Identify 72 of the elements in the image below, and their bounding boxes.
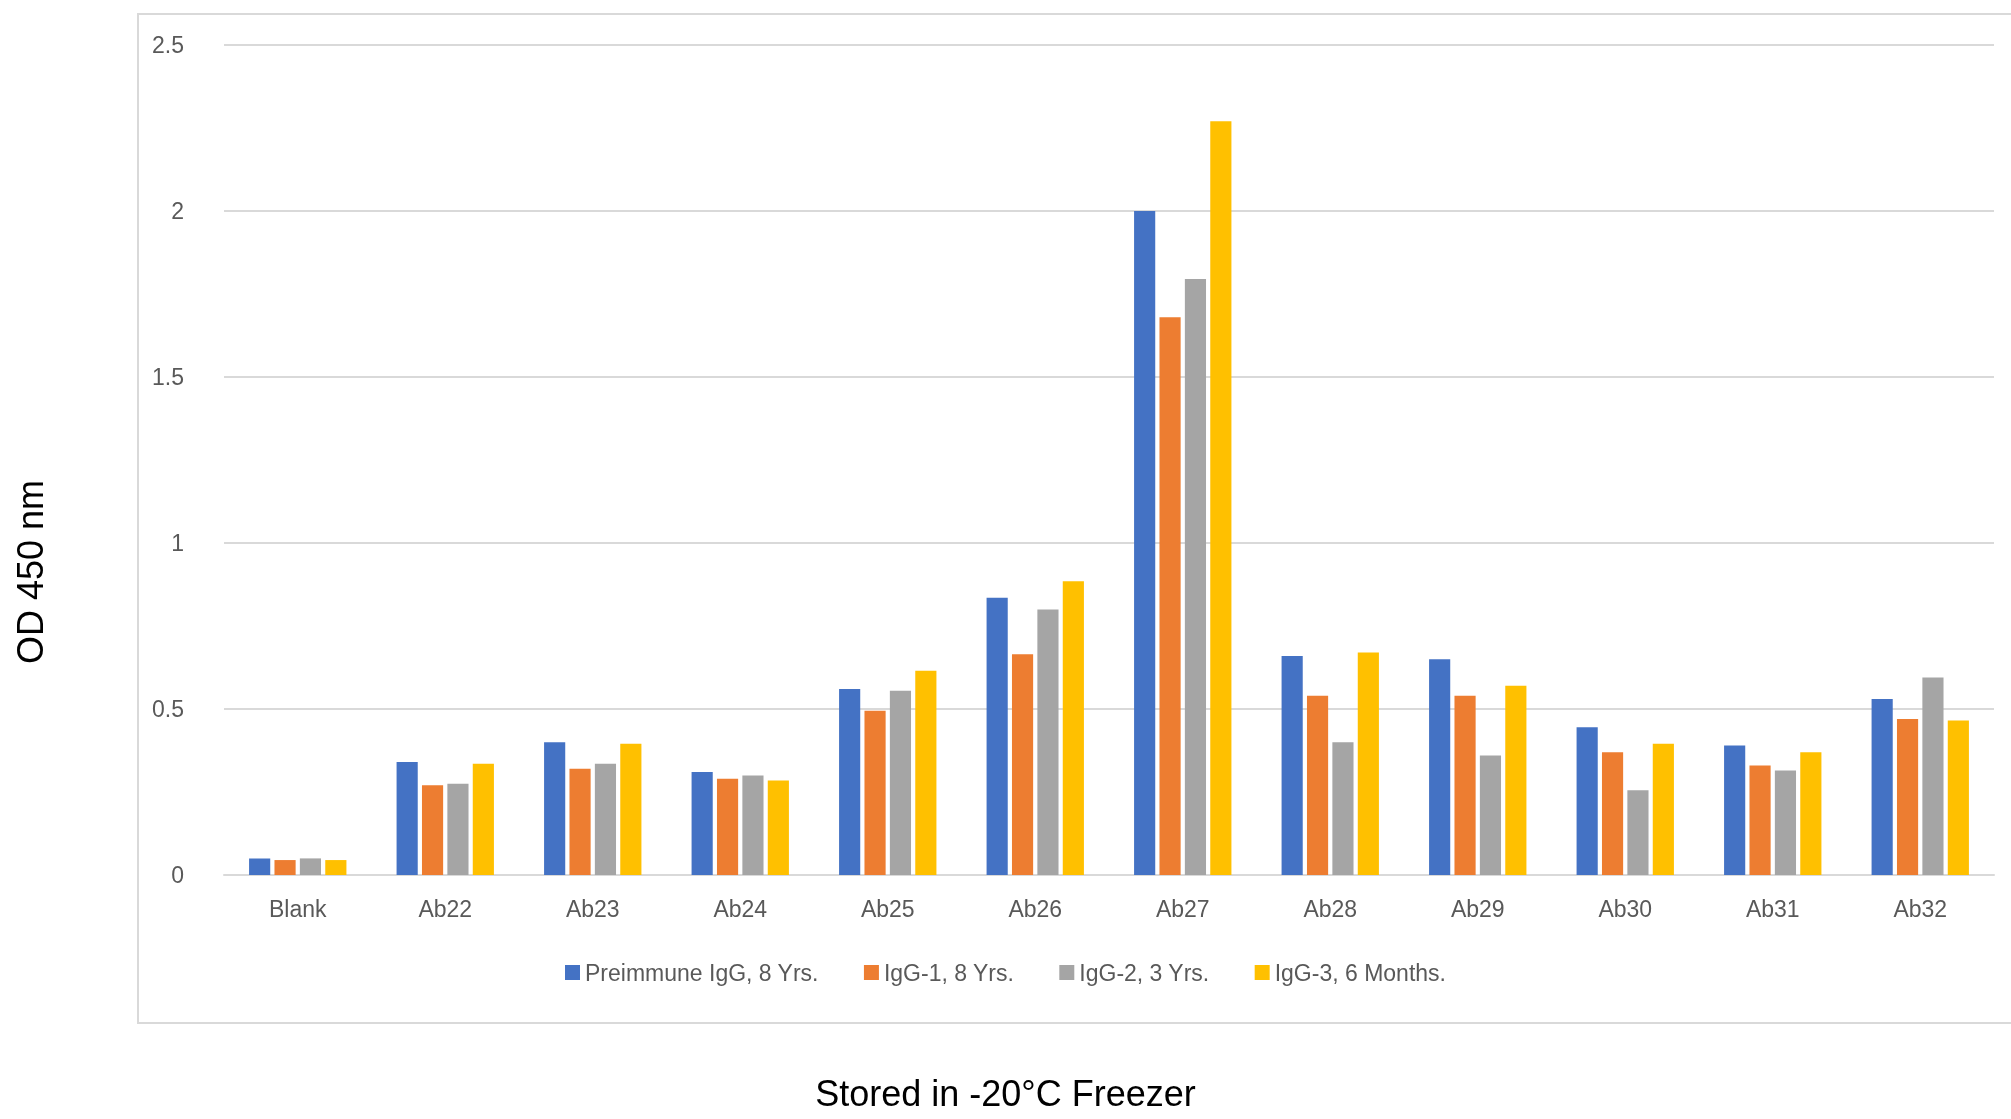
bar (1210, 121, 1232, 875)
bar (1947, 720, 1969, 875)
bar (1011, 654, 1034, 875)
bar (1627, 790, 1649, 875)
bar (1062, 581, 1084, 875)
bar (1871, 699, 1893, 875)
bar (767, 780, 789, 875)
bar (1454, 695, 1476, 875)
bar (691, 772, 713, 875)
bar (594, 763, 617, 875)
bar (1281, 655, 1303, 875)
x-tick-label: Ab31 (1745, 895, 1800, 922)
y-tick-label: 1.5 (152, 364, 184, 390)
bar (544, 742, 566, 875)
bar (742, 775, 764, 875)
legend-label: IgG-2, 3 Yrs. (1079, 959, 1210, 986)
bar (1505, 685, 1527, 875)
bar (325, 860, 347, 875)
bar (274, 860, 296, 875)
x-tick-label: Ab22 (418, 895, 473, 922)
y-axis-title: OD 450 nm (9, 480, 51, 665)
y-tick-label: 2 (171, 198, 184, 224)
y-tick-label: 2.5 (152, 32, 184, 58)
bar (915, 670, 937, 875)
bar (1576, 727, 1598, 875)
x-tick-label: Ab24 (713, 895, 768, 922)
x-axis-title: Stored in -20°C Freezer (815, 1072, 1196, 1114)
bar (421, 785, 444, 875)
bar (1601, 752, 1624, 875)
bar (1306, 695, 1329, 875)
y-tick-label: 0 (171, 862, 184, 888)
bar (1652, 743, 1674, 875)
bar (396, 762, 418, 875)
bar (1184, 279, 1207, 875)
bar (1800, 752, 1822, 875)
x-tick-label: Ab32 (1893, 895, 1948, 922)
bar (1896, 718, 1919, 875)
bar (1357, 652, 1379, 875)
legend-label: IgG-1, 8 Yrs. (883, 959, 1014, 986)
legend-label: Preimmune IgG, 8 Yrs. (585, 959, 819, 986)
legend-label: IgG-3, 6 Months. (1274, 959, 1446, 986)
bar (299, 858, 322, 875)
bar (569, 768, 591, 875)
bar (472, 763, 494, 875)
x-tick-label: Ab23 (565, 895, 620, 922)
bar (889, 690, 912, 875)
bar (1749, 765, 1771, 875)
bar (1479, 755, 1502, 875)
bar (1774, 770, 1797, 875)
y-tick-label: 1 (171, 530, 184, 556)
bar (1134, 211, 1156, 875)
bar (1332, 742, 1354, 875)
x-tick-label: Ab29 (1450, 895, 1505, 922)
bar (1922, 677, 1944, 875)
bar (1724, 745, 1746, 875)
y-tick-label: 0.5 (152, 696, 184, 722)
bar (447, 783, 469, 875)
bar (1037, 609, 1059, 875)
bar (839, 689, 861, 875)
bar (986, 597, 1008, 875)
x-tick-label: Blank (268, 895, 328, 922)
bar (716, 778, 739, 875)
x-tick-label: Ab25 (860, 895, 915, 922)
bar (1429, 659, 1451, 875)
x-tick-label: Ab27 (1155, 895, 1210, 922)
bar (249, 858, 271, 875)
x-tick-label: Ab28 (1303, 895, 1358, 922)
bar (1159, 317, 1181, 875)
bar (620, 743, 642, 875)
x-tick-label: Ab30 (1598, 895, 1653, 922)
x-tick-label: Ab26 (1008, 895, 1063, 922)
bar (864, 710, 886, 875)
